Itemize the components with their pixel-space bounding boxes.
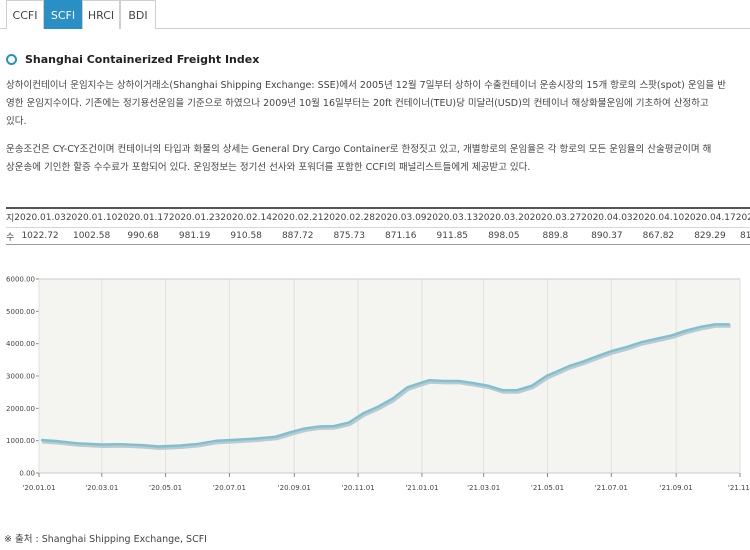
- source-note: ※ 출처 : Shanghai Shipping Exchange, SCFI: [4, 534, 207, 545]
- table-value-cell: 1022.72: [21, 231, 59, 242]
- x-tick-label: '20.07.01: [213, 484, 246, 492]
- x-tick-label: '21.11.: [728, 484, 750, 492]
- table-date-cell: 2020.01.03: [14, 209, 66, 228]
- tab-scfi[interactable]: SCFI: [44, 0, 82, 29]
- tab-bdi[interactable]: BDI: [120, 0, 156, 29]
- table-value-cell: 898.05: [488, 231, 520, 242]
- plot-area: [38, 278, 741, 474]
- x-tick-label: '21.09.01: [660, 484, 693, 492]
- table-value-cell: 1002.58: [72, 231, 111, 242]
- y-tick-label: 5000.00: [6, 308, 35, 316]
- table-value-cell: 887.72: [281, 231, 314, 242]
- table-value-cell: 890.37: [591, 231, 623, 242]
- description-paragraph-2: 운송조건은 CY-CY조건이며 컨테이너의 타입과 화물의 상세는 Genera…: [6, 141, 746, 177]
- y-tick-label: 3000.00: [6, 373, 35, 381]
- table-date-cell: 2020.01.17: [117, 209, 169, 228]
- tab-hrci[interactable]: HRCI: [82, 0, 120, 29]
- table-value-cell: 910.58: [230, 231, 262, 242]
- chart-canvas: 0.00 1000.00 2000.00 3000.00 4000.00 5000.00 6…: [6, 276, 750, 493]
- section-title: Shanghai Containerized Freight Index: [25, 53, 260, 66]
- scfi-line-chart: 0.00 1000.00 2000.00 3000.00 4000.00 5000.00 6…: [0, 265, 750, 500]
- series-line-shadow: [41, 323, 731, 450]
- table-value-cell: 981.19: [178, 231, 211, 242]
- row-header-label: 지: [6, 209, 15, 228]
- table-value-cell: 818.16: [740, 231, 750, 242]
- table-date-cell: 2020.04.03: [581, 209, 633, 228]
- description-paragraph-1: 상하이컨테이너 운임지수는 상하이거래소(Shanghai Shipping E…: [6, 77, 746, 131]
- circle-bullet-icon: [6, 54, 17, 65]
- description-line: 상하이컨테이너 운임지수는 상하이거래소(Shanghai Shipping E…: [6, 80, 726, 91]
- table-value-cell: 889.8: [542, 231, 569, 242]
- table-date-cell: 2020.04.10: [632, 209, 685, 228]
- table-date-cell: 2020.03.27: [529, 209, 582, 228]
- x-tick-label: '20.03.01: [85, 484, 118, 492]
- table-date-cell: 2020.03.09: [375, 209, 427, 228]
- description-line: 영한 운임지수이다. 기존에는 정기용선운임을 기준으로 하였으나 2009년 …: [6, 98, 709, 109]
- x-tick-label: '21.05.01: [531, 484, 564, 492]
- tab-bar: CCFI SCFI HRCI BDI: [0, 0, 750, 29]
- section-heading: Shanghai Containerized Freight Index: [6, 53, 259, 66]
- table-date-cell: 2020.02.21: [271, 209, 324, 228]
- table-value-cell: 875.73: [333, 231, 365, 242]
- table-date-cell: 2020.02.28: [323, 209, 375, 228]
- description-line: 상운송에 기인한 할증 수수료가 포함되어 있다. 운임정보는 정기선 선사와 …: [6, 162, 531, 173]
- row-header-label: 수: [6, 232, 15, 243]
- x-tick-label: '20.01.01: [22, 484, 55, 492]
- x-tick-label: '20.09.01: [278, 484, 311, 492]
- table-date-cell: 2020.04.17: [684, 209, 736, 228]
- table-date-cell: 2020.01.23: [168, 209, 221, 228]
- table-date-cell: 2020.03.20: [478, 209, 530, 228]
- table-date-cell: 2020.02.14: [220, 209, 272, 228]
- x-tick-label: '21.01.01: [405, 484, 438, 492]
- table-date-cell: 2020.03.13: [426, 209, 479, 228]
- table-value-cell: 871.16: [385, 231, 417, 242]
- table-value-cell: 990.68: [127, 231, 159, 242]
- y-tick-label: 0.00: [19, 470, 35, 478]
- table-value-cell: 867.82: [642, 231, 675, 242]
- x-tick-label: '21.03.01: [467, 484, 500, 492]
- table-value-cell: 829.29: [694, 231, 726, 242]
- description-line: 운송조건은 CY-CY조건이며 컨테이너의 타입과 화물의 상세는 Genera…: [6, 144, 712, 155]
- index-table: 지 2020.01.03 2020.01.10 2020.01.17 2020.01.…: [6, 207, 750, 245]
- x-tick-label: '20.05.01: [149, 484, 182, 492]
- description-line: 있다.: [6, 116, 27, 127]
- table-value-cell: 911.85: [436, 231, 469, 242]
- y-tick-label: 6000.00: [6, 276, 35, 284]
- series-line: [41, 323, 730, 448]
- tab-ccfi[interactable]: CCFI: [6, 0, 44, 29]
- y-tick-label: 2000.00: [6, 405, 35, 413]
- table-date-cell: 2020.01.10: [65, 209, 118, 228]
- y-tick-label: 4000.00: [6, 340, 35, 348]
- x-tick-label: '21.07.01: [595, 484, 628, 492]
- x-tick-label: '20.11.01: [342, 484, 375, 492]
- y-tick-label: 1000.00: [6, 437, 35, 445]
- table-date-cell: 2020.04.: [735, 209, 750, 228]
